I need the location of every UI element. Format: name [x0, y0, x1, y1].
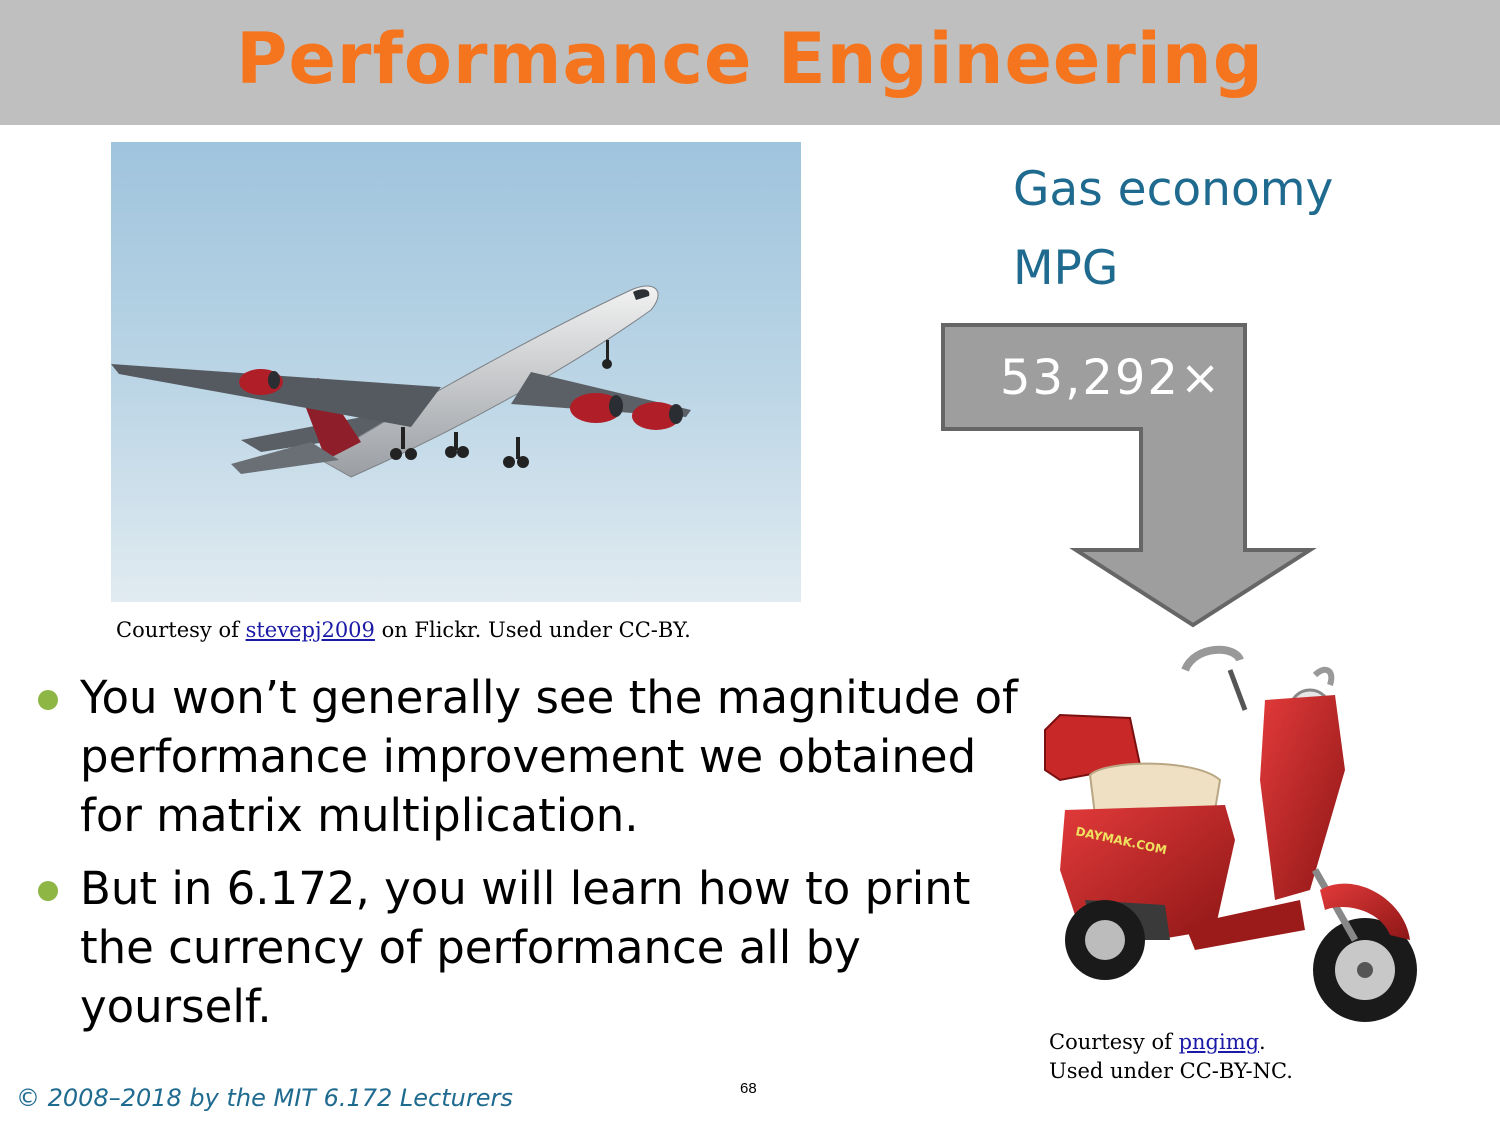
bullet-item: But in 6.172, you will learn how to prin… — [36, 859, 1036, 1036]
bullet-list: You won’t generally see the magnitude of… — [36, 668, 1036, 1050]
bullet-dot-icon — [38, 690, 58, 710]
scooter-credit-link[interactable]: pngimg — [1178, 1030, 1260, 1054]
bent-arrow-icon — [941, 323, 1317, 628]
scooter-caption-line1: Courtesy of pngimg. — [1049, 1028, 1293, 1057]
mpg-label: MPG — [1013, 241, 1119, 296]
page-number: 68 — [740, 1080, 757, 1097]
airplane-caption-suffix: on Flickr. Used under CC-BY. — [374, 618, 691, 642]
gas-economy-label: Gas economy — [1013, 162, 1334, 217]
airplane-credit-link[interactable]: stevepj2009 — [245, 618, 375, 642]
scooter-caption-line2: Used under CC-BY-NC. — [1049, 1059, 1293, 1083]
slide-title: Performance Engineering — [236, 18, 1264, 100]
improvement-factor: 53,292× — [1000, 350, 1223, 406]
bullet-item: You won’t generally see the magnitude of… — [36, 668, 1036, 845]
airplane-caption-prefix: Courtesy of — [116, 618, 246, 642]
airplane-photo — [111, 142, 801, 602]
copyright-footer: © 2008–2018 by the MIT 6.172 Lecturers — [16, 1084, 513, 1112]
bullet-text: You won’t generally see the magnitude of… — [80, 671, 1018, 842]
scooter-photo: DAYMAK.COM — [1044, 645, 1417, 1022]
bullet-text: But in 6.172, you will learn how to prin… — [80, 862, 971, 1033]
bullet-dot-icon — [38, 881, 58, 901]
title-bar — [0, 0, 1500, 125]
airplane-caption: Courtesy of stevepj2009 on Flickr. Used … — [116, 616, 691, 645]
scooter-caption-suffix: . — [1259, 1030, 1266, 1054]
scooter-caption: Courtesy of pngimg. Used under CC-BY-NC. — [1049, 1028, 1293, 1086]
scooter-caption-prefix: Courtesy of — [1049, 1030, 1179, 1054]
